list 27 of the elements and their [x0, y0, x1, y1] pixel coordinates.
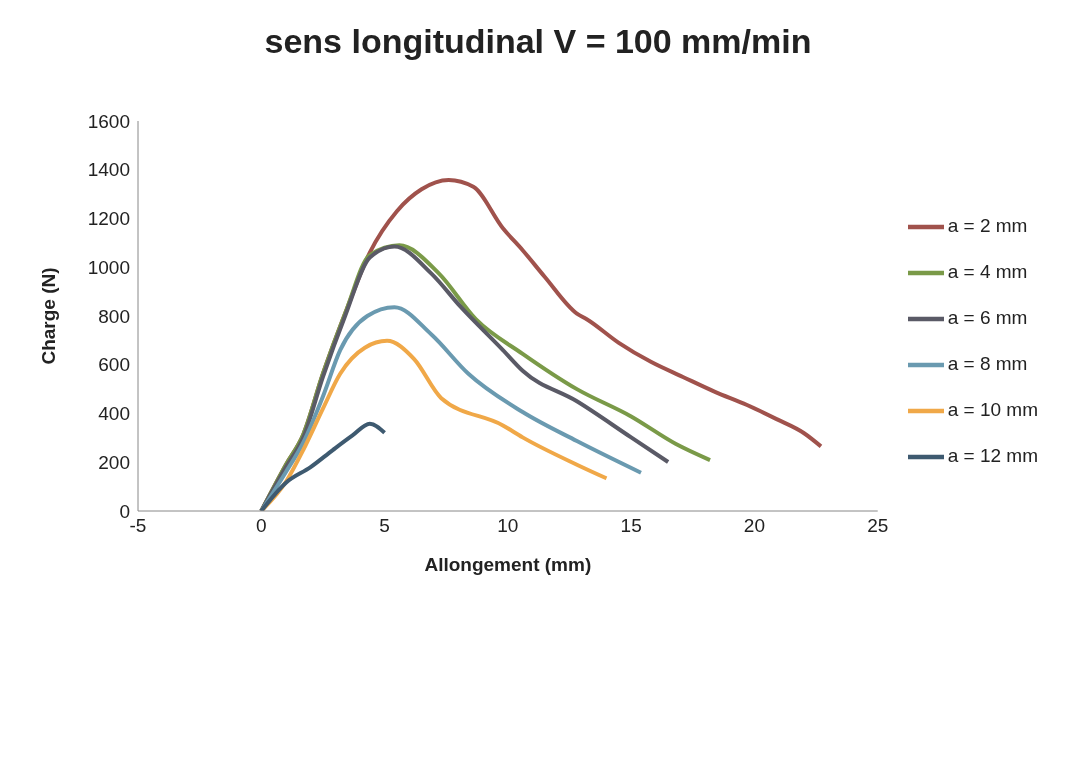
x-tick-label: 20 — [743, 515, 765, 537]
y-tick-label: 1200 — [87, 208, 130, 230]
line-series — [259, 421, 387, 511]
y-tick-label: 400 — [98, 403, 130, 425]
x-axis-title: Allongement (mm) — [424, 554, 592, 575]
y-tick-label: 0 — [119, 500, 130, 522]
y-tick-label: 600 — [98, 354, 130, 376]
y-tick-label: 1600 — [87, 110, 130, 132]
legend-label: a = 8 mm — [947, 353, 1028, 374]
line-series — [259, 305, 643, 511]
x-tick-label: -5 — [129, 515, 147, 537]
legend-label: a = 10 mm — [947, 399, 1038, 420]
x-tick-label: 0 — [255, 515, 267, 537]
legend-label: a = 6 mm — [947, 307, 1028, 328]
legend-label: a = 4 mm — [947, 261, 1028, 282]
x-tick-label: 25 — [867, 515, 889, 537]
legend-label: a = 12 mm — [947, 445, 1038, 466]
x-tick-label: 15 — [620, 515, 642, 537]
y-tick-label: 200 — [98, 451, 130, 473]
y-tick-label: 1400 — [87, 159, 130, 181]
y-tick-label: 1000 — [87, 256, 130, 278]
y-axis-title: Charge (N) — [37, 267, 59, 365]
y-tick-label: 800 — [98, 305, 130, 327]
x-tick-label: 10 — [497, 515, 519, 537]
x-tick-label: 5 — [379, 515, 390, 537]
legend-label: a = 2 mm — [947, 215, 1028, 236]
chart-title: sens longitudinal V = 100 mm/min — [263, 21, 813, 61]
